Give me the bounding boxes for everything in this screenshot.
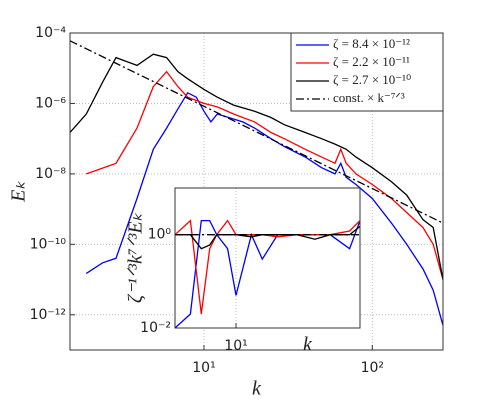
y-axis-label: ζ⁻¹ᐟ³k⁷ᐟ³Eₖ xyxy=(125,212,147,303)
series-line xyxy=(70,40,443,224)
series-line xyxy=(85,91,443,326)
legend-label: ζ = 2.2 × 10⁻¹¹ xyxy=(333,54,410,69)
y-tick-label: 10⁻⁸ xyxy=(35,166,66,182)
x-tick-label: 10² xyxy=(361,360,384,376)
y-tick-label: 10⁻¹² xyxy=(30,307,66,323)
y-axis-label: Eₖ xyxy=(8,181,30,203)
y-tick-label: 10⁻¹⁰ xyxy=(30,236,67,252)
legend-label: const. × k⁻⁷ᐟ³ xyxy=(333,90,405,105)
x-axis-label: k xyxy=(252,378,262,400)
y-tick-label: 10⁻² xyxy=(140,320,171,336)
axes-frame xyxy=(69,32,444,351)
axes-frame xyxy=(174,187,361,329)
legend-box xyxy=(290,32,444,112)
x-axis-label: k xyxy=(303,334,313,356)
x-tick-label: 10¹ xyxy=(192,360,215,376)
plot-area xyxy=(175,188,360,328)
y-tick-label: 10⁻⁶ xyxy=(35,95,66,111)
legend-label: ζ = 8.4 × 10⁻¹² xyxy=(333,36,410,51)
y-tick-label: 10⁻⁴ xyxy=(35,25,66,41)
y-tick-label: 10⁰ xyxy=(148,227,172,243)
legend-label: ζ = 2.7 × 10⁻¹⁰ xyxy=(333,72,411,87)
series-line xyxy=(70,53,443,280)
series-line xyxy=(175,225,360,250)
x-tick-label: 10¹ xyxy=(224,338,247,354)
